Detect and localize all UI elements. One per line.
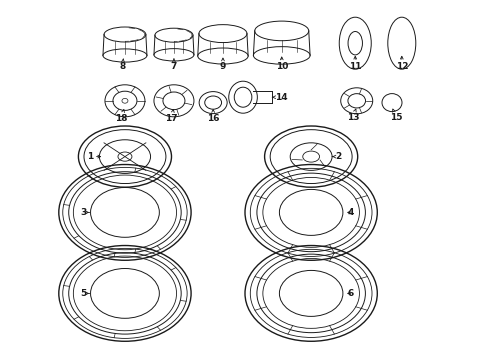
Text: 16: 16 [207,109,220,122]
Text: 11: 11 [349,56,362,71]
Text: 4: 4 [347,208,354,217]
Text: 17: 17 [165,109,178,122]
Text: 8: 8 [120,59,125,71]
Text: 9: 9 [220,58,226,71]
Text: 7: 7 [171,59,177,71]
Text: 1: 1 [88,152,100,161]
Text: 14: 14 [272,93,288,102]
Text: 2: 2 [332,152,341,161]
Text: 12: 12 [395,56,408,71]
Text: 6: 6 [347,289,353,298]
Text: 18: 18 [115,109,128,122]
Text: 3: 3 [80,208,89,217]
Text: 13: 13 [346,109,359,122]
Text: 10: 10 [275,57,288,71]
Text: 15: 15 [390,109,402,122]
Text: 5: 5 [80,289,89,298]
